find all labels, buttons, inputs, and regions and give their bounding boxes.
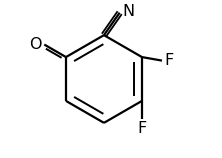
Text: N: N (123, 4, 135, 19)
Text: F: F (165, 53, 174, 68)
Text: O: O (29, 37, 42, 52)
Text: F: F (137, 121, 147, 136)
